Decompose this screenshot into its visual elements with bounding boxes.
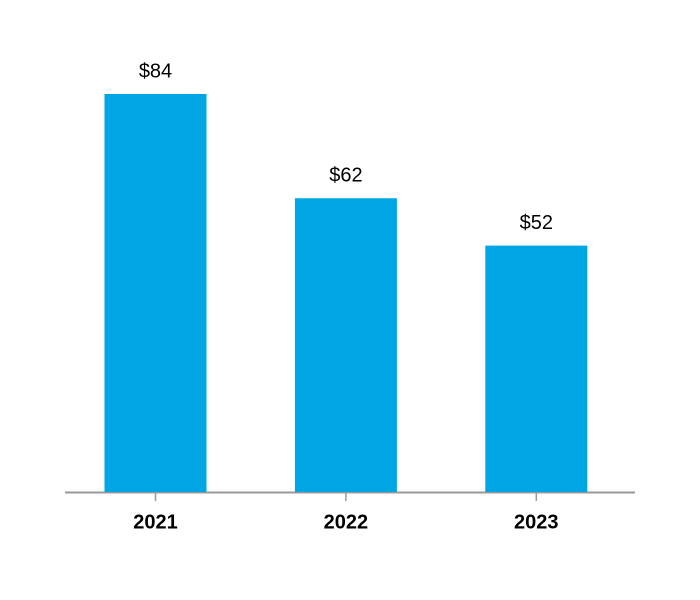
bar bbox=[294, 198, 397, 492]
x-tick-label: 2023 bbox=[514, 511, 559, 533]
bar bbox=[104, 94, 207, 492]
value-label: $52 bbox=[520, 212, 553, 234]
value-label: $84 bbox=[139, 60, 172, 82]
value-label: $62 bbox=[329, 165, 362, 187]
x-tick-label: 2022 bbox=[324, 511, 369, 533]
x-tick-label: 2021 bbox=[133, 511, 178, 533]
bar bbox=[485, 245, 588, 492]
